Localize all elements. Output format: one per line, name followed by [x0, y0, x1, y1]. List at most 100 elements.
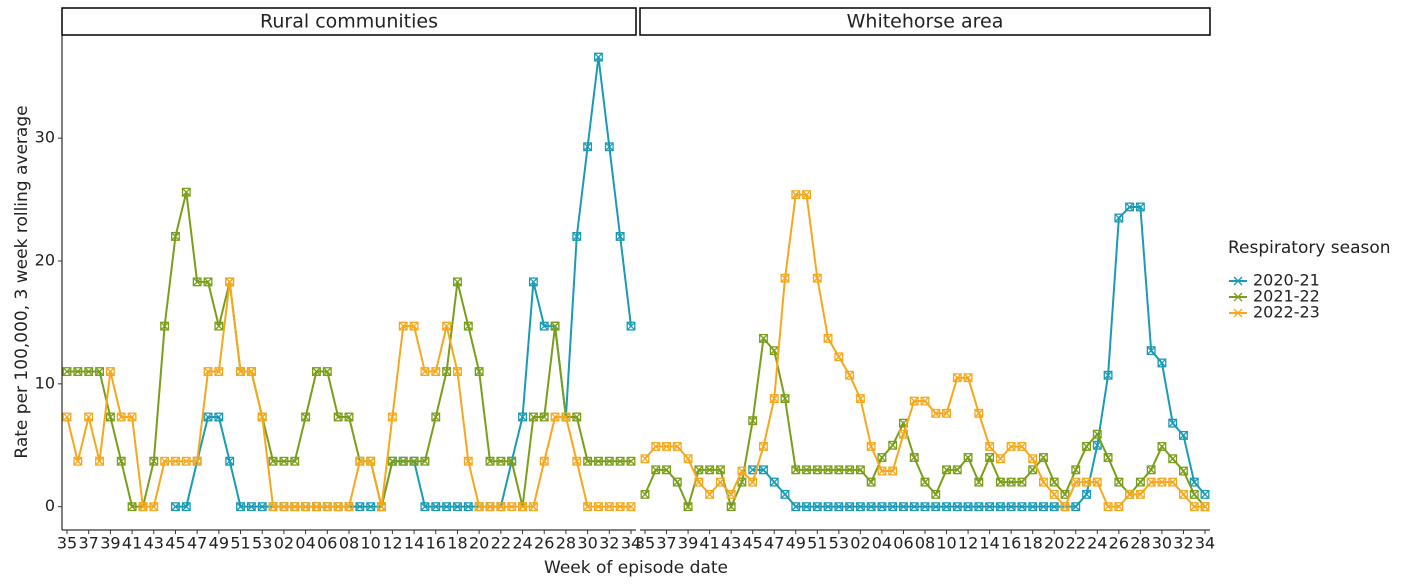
point — [931, 502, 941, 512]
point-cross — [73, 367, 83, 376]
point-box — [572, 231, 582, 241]
point-box — [877, 502, 887, 512]
point-box — [604, 456, 614, 466]
point — [214, 412, 224, 422]
point — [899, 429, 908, 439]
point-cross — [214, 412, 224, 422]
point — [225, 277, 235, 287]
point — [496, 456, 506, 466]
x-tick-label: 35 — [635, 534, 655, 553]
point — [62, 412, 72, 422]
y-tick-label: 20 — [35, 251, 55, 270]
point-cross — [974, 409, 984, 418]
point-cross — [203, 412, 213, 422]
point-box — [683, 454, 693, 464]
point-cross — [453, 502, 462, 511]
x-axis-title: Week of episode date — [544, 558, 728, 578]
point — [463, 321, 473, 331]
point-cross — [539, 412, 549, 422]
point-cross — [845, 502, 854, 511]
point — [485, 456, 495, 466]
point-cross — [572, 456, 582, 466]
point-box — [952, 373, 962, 383]
point — [583, 456, 593, 466]
point — [1168, 477, 1178, 487]
point-cross — [594, 502, 603, 511]
x-tick-label: 08 — [915, 534, 935, 553]
point-box — [823, 333, 833, 343]
point — [683, 502, 693, 512]
point — [615, 502, 625, 512]
point — [572, 456, 582, 466]
point-box — [236, 502, 245, 512]
point-cross — [856, 502, 865, 511]
point-box — [322, 367, 332, 377]
point-cross — [909, 396, 919, 406]
point — [615, 456, 625, 466]
point-box — [780, 273, 790, 283]
point — [694, 477, 704, 487]
point-cross — [694, 465, 704, 475]
point — [974, 408, 984, 418]
legend-title: Respiratory season — [1228, 238, 1391, 258]
point-box — [1189, 502, 1199, 512]
point-cross — [1006, 477, 1016, 487]
point-cross — [1136, 477, 1145, 487]
point-box — [952, 465, 962, 475]
point-cross — [106, 412, 115, 422]
point-box — [899, 502, 908, 512]
point — [1049, 489, 1059, 499]
point — [192, 277, 202, 287]
point-cross — [626, 321, 636, 331]
x-tick-label: 10 — [936, 534, 956, 553]
point — [1017, 477, 1027, 487]
point-box — [1114, 213, 1124, 223]
point — [1006, 477, 1016, 487]
point — [1114, 477, 1124, 487]
point — [1189, 502, 1199, 512]
x-tick-label: 45 — [165, 534, 185, 553]
point — [866, 477, 876, 487]
point-box — [1049, 502, 1059, 512]
x-tick-label: 30 — [577, 534, 597, 553]
point — [322, 367, 332, 377]
point-box — [398, 321, 408, 331]
x-tick-label: 53 — [252, 534, 272, 553]
point-cross — [290, 502, 300, 511]
point-cross — [877, 453, 887, 462]
point-box — [420, 367, 430, 377]
point — [398, 456, 408, 466]
point-cross — [323, 367, 332, 376]
point-cross — [116, 412, 126, 422]
point — [1049, 477, 1059, 487]
point — [995, 454, 1005, 464]
point — [942, 465, 951, 475]
point — [203, 367, 213, 377]
point-cross — [877, 466, 887, 476]
point-cross — [920, 477, 930, 487]
x-tick-label: 16 — [426, 534, 446, 553]
point-box — [791, 190, 801, 200]
point-box — [246, 367, 256, 377]
point-cross — [388, 456, 397, 466]
point-box — [1135, 489, 1145, 499]
point-cross — [834, 352, 844, 362]
point — [694, 465, 704, 475]
point-cross — [398, 321, 408, 331]
point-cross — [931, 502, 941, 511]
point-box — [1028, 465, 1038, 475]
point-box — [1200, 502, 1210, 512]
point-cross — [1082, 490, 1091, 499]
x-tick-label: 28 — [1130, 534, 1150, 553]
point-box — [1146, 346, 1156, 356]
point — [1168, 454, 1178, 464]
point-box — [518, 502, 527, 512]
point-box — [823, 502, 833, 512]
point-cross — [333, 412, 343, 422]
point — [802, 465, 811, 475]
x-tick-label: 20 — [469, 534, 489, 553]
point — [518, 412, 527, 422]
point — [387, 456, 397, 466]
point-cross — [268, 502, 278, 511]
